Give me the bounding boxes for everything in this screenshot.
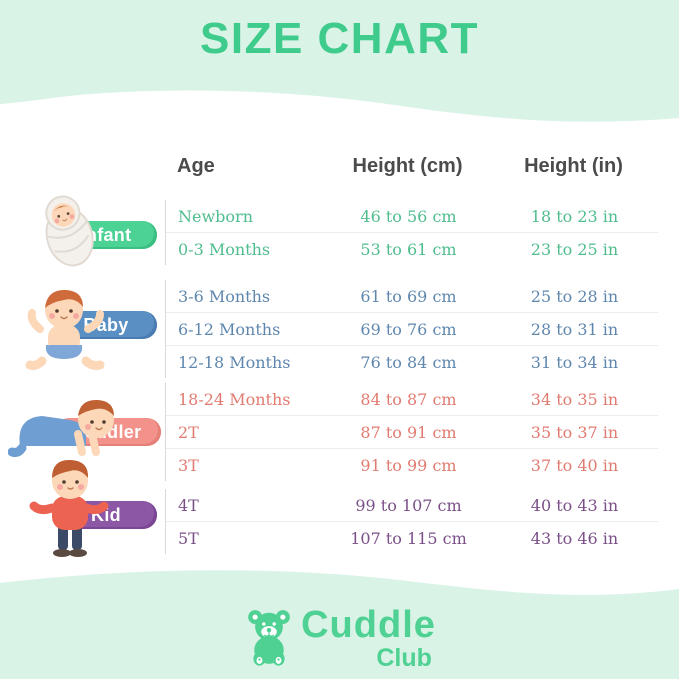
- teddy-bear-icon: [248, 610, 290, 666]
- height-cm-cell: 69 to 76 cm: [360, 319, 457, 339]
- table-row: 18-24 Months 84 to 87 cm 34 to 35 in: [166, 383, 658, 415]
- height-in-cell: 34 to 35 in: [530, 389, 619, 409]
- height-cm-cell: 99 to 107 cm: [355, 495, 462, 515]
- brand-subname: Club: [376, 644, 432, 672]
- height-cm-cell: 87 to 91 cm: [360, 422, 457, 442]
- height-in-cell: 35 to 37 in: [530, 422, 619, 442]
- group-infant: Newborn 46 to 56 cm 18 to 23 in 0-3 Mont…: [165, 200, 658, 265]
- age-cell: 5T: [178, 528, 199, 548]
- table-row: 3-6 Months 61 to 69 cm 25 to 28 in: [166, 280, 658, 312]
- height-in-cell: 18 to 23 in: [530, 206, 619, 226]
- table-row: 12-18 Months 76 to 84 cm 31 to 34 in: [166, 345, 658, 378]
- height-in-cell: 37 to 40 in: [530, 455, 619, 475]
- height-in-cell: 25 to 28 in: [530, 286, 619, 306]
- height-in-cell: 40 to 43 in: [530, 495, 619, 515]
- age-cell: 3T: [178, 455, 199, 475]
- group-baby: 3-6 Months 61 to 69 cm 25 to 28 in 6-12 …: [165, 280, 658, 378]
- table-row: 6-12 Months 69 to 76 cm 28 to 31 in: [166, 312, 658, 345]
- group-kid: 4T 99 to 107 cm 40 to 43 in 5T 107 to 11…: [165, 489, 658, 554]
- height-in-cell: 23 to 25 in: [530, 239, 619, 259]
- header-height-in: Height (in): [524, 154, 623, 177]
- table-row: 3T 91 to 99 cm 37 to 40 in: [166, 448, 658, 481]
- table-row: Newborn 46 to 56 cm 18 to 23 in: [166, 200, 658, 232]
- age-cell: 3-6 Months: [178, 286, 271, 306]
- height-cm-cell: 53 to 61 cm: [360, 239, 457, 259]
- table-header: Age Height (cm) Height (in): [165, 150, 657, 182]
- height-in-cell: 43 to 46 in: [530, 528, 619, 548]
- age-cell: 2T: [178, 422, 199, 442]
- brand-logo: Cuddle Club: [0, 606, 679, 671]
- brand-name: Cuddle: [301, 604, 436, 646]
- height-cm-cell: 107 to 115 cm: [350, 528, 467, 548]
- table-row: 4T 99 to 107 cm 40 to 43 in: [166, 489, 658, 521]
- table-row: 2T 87 to 91 cm 35 to 37 in: [166, 415, 658, 448]
- age-cell: 4T: [178, 495, 199, 515]
- page-title: SIZE CHART: [200, 14, 479, 63]
- height-in-cell: 31 to 34 in: [530, 352, 619, 372]
- infant-illustration: [45, 195, 94, 267]
- header-height-cm: Height (cm): [352, 154, 463, 177]
- height-in-cell: 28 to 31 in: [530, 319, 619, 339]
- table-row: 0-3 Months 53 to 61 cm 23 to 25 in: [166, 232, 658, 265]
- height-cm-cell: 84 to 87 cm: [360, 389, 457, 409]
- age-cell: 18-24 Months: [178, 389, 291, 409]
- age-cell: 12-18 Months: [178, 352, 291, 372]
- age-cell: Newborn: [178, 206, 253, 226]
- age-cell: 6-12 Months: [178, 319, 281, 339]
- age-cell: 0-3 Months: [178, 239, 271, 259]
- height-cm-cell: 61 to 69 cm: [360, 286, 457, 306]
- group-toddler: 18-24 Months 84 to 87 cm 34 to 35 in 2T …: [165, 383, 658, 481]
- kid-illustration: [29, 459, 109, 557]
- height-cm-cell: 91 to 99 cm: [360, 455, 457, 475]
- header-age: Age: [177, 154, 215, 177]
- toddler-illustration: [8, 399, 114, 457]
- height-cm-cell: 76 to 84 cm: [360, 352, 457, 372]
- height-cm-cell: 46 to 56 cm: [360, 206, 457, 226]
- table-row: 5T 107 to 115 cm 43 to 46 in: [166, 521, 658, 554]
- baby-illustration: [25, 289, 105, 370]
